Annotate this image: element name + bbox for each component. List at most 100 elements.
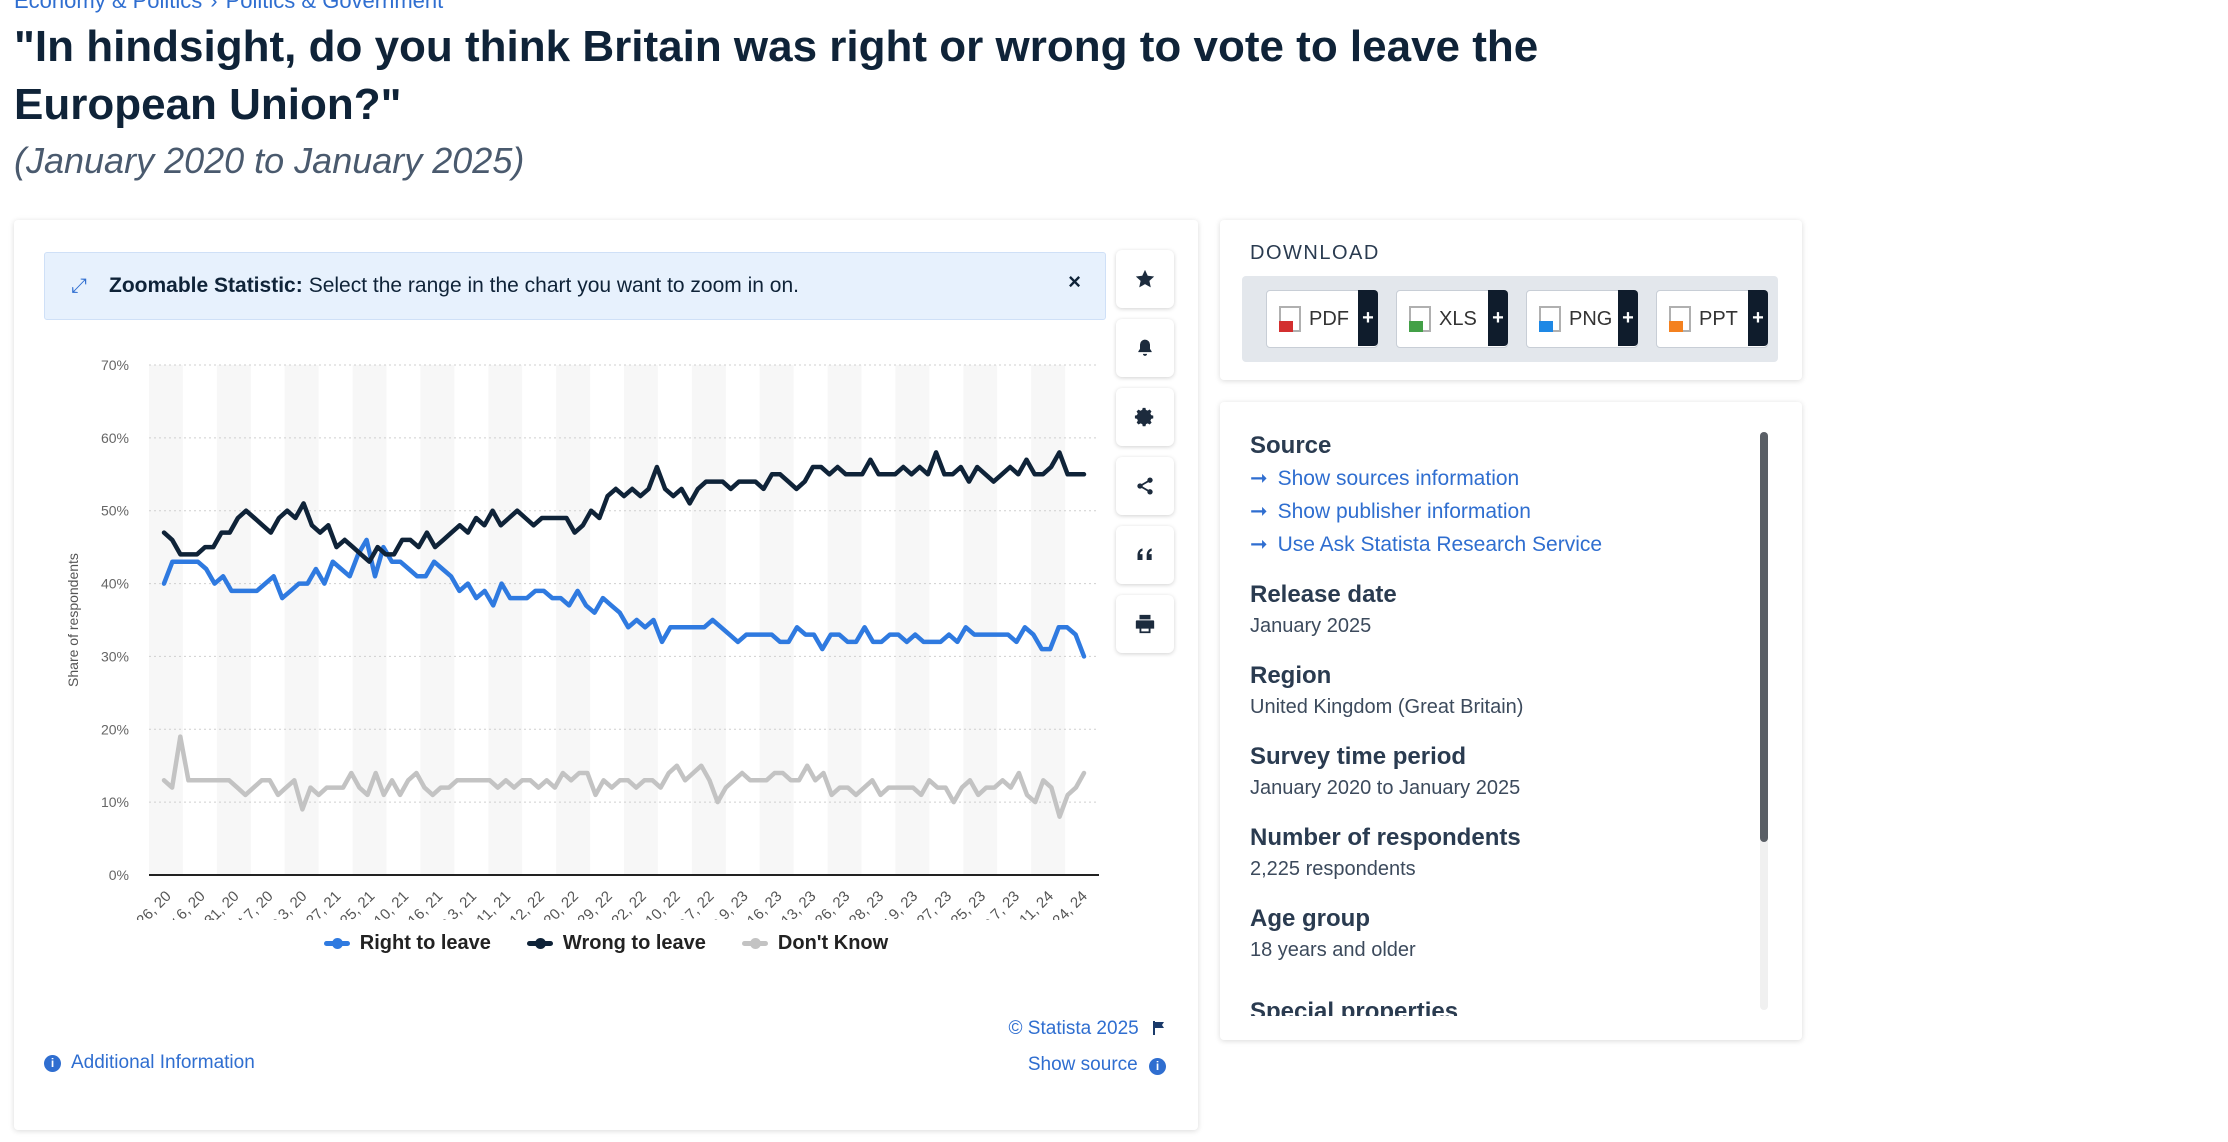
line-chart[interactable]: 0% 10% 20% 30% 40% 50% 60% 70% Share of responde… bbox=[14, 330, 1114, 920]
series-right-to-leave-line bbox=[161, 537, 1087, 659]
ask-statista-link[interactable]: ➞ Use Ask Statista Research Service bbox=[1250, 532, 1750, 557]
copyright-link[interactable]: © Statista 2025 bbox=[1009, 1018, 1166, 1040]
respondents-heading: Number of respondents bbox=[1250, 824, 1521, 851]
statistic-details-card: Source ➞ Show sources information ➞ Show p… bbox=[1220, 402, 1802, 1040]
additional-information-link[interactable]: i Additional Information bbox=[44, 1052, 255, 1074]
legend-dontknow-label: Don't Know bbox=[777, 932, 889, 954]
details-scrollbar[interactable] bbox=[1760, 432, 1768, 1010]
chart-band bbox=[759, 365, 794, 875]
legend-right-to-leave[interactable]: Right to leave bbox=[323, 932, 491, 955]
copyright-text: © Statista 2025 bbox=[1008, 1018, 1139, 1039]
download-png-button[interactable]: PNG + bbox=[1526, 290, 1638, 348]
region-heading: Region bbox=[1250, 662, 1332, 689]
chart-band bbox=[420, 365, 455, 875]
expand-arrows-icon: ⤢ bbox=[71, 274, 87, 297]
download-title: DOWNLOAD bbox=[1250, 242, 1380, 264]
download-pdf-label: PDF bbox=[1309, 307, 1349, 330]
y-tick-label: 50% bbox=[101, 503, 129, 519]
cite-button[interactable] bbox=[1116, 526, 1174, 584]
download-ppt-label: PPT bbox=[1699, 307, 1738, 330]
scrollbar-thumb[interactable] bbox=[1760, 432, 1768, 842]
zoom-banner-bold: Zoomable Statistic: bbox=[109, 274, 303, 297]
statistic-details: Source ➞ Show sources information ➞ Show p… bbox=[1250, 432, 1750, 986]
chart-card: ⤢ Zoomable Statistic: Select the range i… bbox=[14, 220, 1198, 1130]
chart-band bbox=[488, 365, 523, 875]
chart-legend: Right to leave Wrong to leave Don't Know bbox=[14, 932, 1198, 955]
chart-band bbox=[352, 365, 387, 875]
info-icon: i bbox=[44, 1054, 61, 1072]
age-group-value: 18 years and older bbox=[1250, 939, 1416, 961]
flag-icon bbox=[1153, 1021, 1164, 1035]
legend-wrong-label: Wrong to leave bbox=[562, 932, 706, 954]
show-source-link[interactable]: Show source i bbox=[1028, 1054, 1166, 1076]
download-xls-button[interactable]: XLS + bbox=[1396, 290, 1508, 348]
show-publisher-text: Show publisher information bbox=[1277, 499, 1531, 523]
y-tick-label: 20% bbox=[101, 721, 129, 737]
ppt-file-icon bbox=[1669, 306, 1691, 332]
notification-button[interactable] bbox=[1116, 319, 1174, 377]
show-publisher-link[interactable]: ➞ Show publisher information bbox=[1250, 499, 1750, 524]
breadcrumb-separator: › bbox=[210, 0, 218, 13]
chart-band bbox=[895, 365, 930, 875]
print-button[interactable] bbox=[1116, 595, 1174, 653]
download-card: DOWNLOAD PDF + XLS + PNG + PPT + bbox=[1220, 220, 1802, 380]
y-tick-label: 60% bbox=[101, 430, 129, 446]
download-png-label: PNG bbox=[1569, 307, 1613, 330]
y-tick-label: 30% bbox=[101, 648, 129, 664]
chart-band bbox=[149, 365, 183, 875]
x-tick-label: Jan 26, 20 bbox=[113, 888, 175, 920]
chart-band bbox=[1031, 365, 1066, 875]
survey-period-value: January 2020 to January 2025 bbox=[1250, 777, 1521, 799]
chart-band bbox=[556, 365, 591, 875]
close-zoom-banner-button[interactable]: × bbox=[1068, 269, 1081, 294]
breadcrumb: Economy & Politics › Politics & Government bbox=[14, 0, 443, 14]
legend-dont-know[interactable]: Don't Know bbox=[741, 932, 889, 955]
breadcrumb-economy-link[interactable]: Economy & Politics bbox=[14, 0, 203, 13]
legend-right-label: Right to leave bbox=[359, 932, 491, 954]
chart-band bbox=[216, 365, 251, 875]
release-date-value: January 2025 bbox=[1250, 615, 1372, 637]
region-value: United Kingdom (Great Britain) bbox=[1250, 696, 1524, 718]
series-dont-know-line bbox=[161, 734, 1087, 819]
y-tick-label: 70% bbox=[101, 357, 129, 373]
special-properties-heading: Special properties bbox=[1250, 998, 1459, 1016]
plus-icon: + bbox=[1488, 290, 1508, 346]
download-xls-label: XLS bbox=[1439, 307, 1477, 330]
legend-dontknow-swatch bbox=[741, 937, 768, 949]
chart-band bbox=[827, 365, 862, 875]
xls-file-icon bbox=[1409, 306, 1431, 332]
y-tick-label: 40% bbox=[101, 576, 129, 592]
age-group-heading: Age group bbox=[1250, 905, 1370, 932]
y-tick-label: 10% bbox=[101, 794, 129, 810]
breadcrumb-politics-link[interactable]: Politics & Government bbox=[225, 0, 444, 13]
pdf-file-icon bbox=[1279, 306, 1301, 332]
share-button[interactable] bbox=[1116, 457, 1174, 515]
source-heading: Source bbox=[1250, 432, 1332, 459]
zoom-banner: ⤢ Zoomable Statistic: Select the range i… bbox=[44, 252, 1106, 320]
page-title: "In hindsight, do you think Britain was … bbox=[14, 22, 1539, 129]
download-buttons: PDF + XLS + PNG + PPT + bbox=[1242, 276, 1778, 362]
additional-information-text: Additional Information bbox=[71, 1052, 255, 1073]
y-tick-label: 0% bbox=[109, 867, 129, 883]
legend-wrong-to-leave[interactable]: Wrong to leave bbox=[526, 932, 706, 955]
settings-button[interactable] bbox=[1116, 388, 1174, 446]
chart-band bbox=[963, 365, 998, 875]
download-ppt-button[interactable]: PPT + bbox=[1656, 290, 1768, 348]
gear-icon bbox=[1134, 407, 1154, 427]
share-icon bbox=[1137, 477, 1153, 495]
plus-icon: + bbox=[1618, 290, 1638, 346]
bell-icon bbox=[1138, 339, 1152, 356]
download-pdf-button[interactable]: PDF + bbox=[1266, 290, 1378, 348]
y-axis-label: Share of respondents bbox=[65, 553, 81, 687]
favorite-button[interactable] bbox=[1116, 250, 1174, 308]
legend-wrong-swatch bbox=[526, 937, 553, 949]
show-sources-link[interactable]: ➞ Show sources information bbox=[1250, 466, 1750, 491]
arrow-right-icon: ➞ bbox=[1250, 533, 1268, 556]
info-icon: i bbox=[1149, 1057, 1166, 1075]
star-icon bbox=[1135, 269, 1155, 288]
zoom-banner-text: Select the range in the chart you want t… bbox=[308, 274, 799, 297]
show-source-text: Show source bbox=[1027, 1054, 1138, 1075]
chart-toolbar bbox=[1116, 250, 1176, 664]
respondents-value: 2,225 respondents bbox=[1250, 858, 1416, 880]
arrow-right-icon: ➞ bbox=[1250, 500, 1268, 523]
